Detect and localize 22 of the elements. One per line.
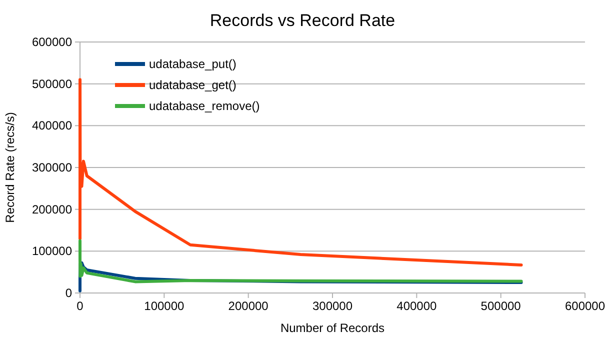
y-tick-label: 100000 (32, 244, 72, 258)
x-tick-label: 600000 (564, 299, 605, 313)
x-axis-title: Number of Records (280, 321, 385, 335)
y-tick-label: 600000 (32, 35, 72, 49)
y-axis-title: Record Rate (recs/s) (3, 112, 17, 223)
y-tick-label: 300000 (32, 160, 72, 174)
x-tick-label: 500000 (480, 299, 522, 313)
legend-label: udatabase_remove() (149, 99, 260, 113)
x-tick-label: 200000 (228, 299, 269, 313)
y-tick-label: 200000 (32, 202, 72, 216)
chart-title: Records vs Record Rate (210, 11, 396, 30)
legend-label: udatabase_put() (149, 57, 236, 71)
y-tick-label: 400000 (32, 118, 72, 133)
legend-label: udatabase_get() (149, 78, 236, 92)
y-tick-label: 500000 (32, 76, 72, 91)
x-tick-label: 100000 (144, 299, 185, 313)
x-tick-label: 0 (76, 299, 84, 313)
y-tick-label: 0 (65, 286, 72, 300)
x-tick-label: 400000 (396, 299, 438, 313)
line-series (78, 78, 523, 266)
x-tick-label: 300000 (312, 299, 353, 313)
line-series (78, 239, 523, 284)
